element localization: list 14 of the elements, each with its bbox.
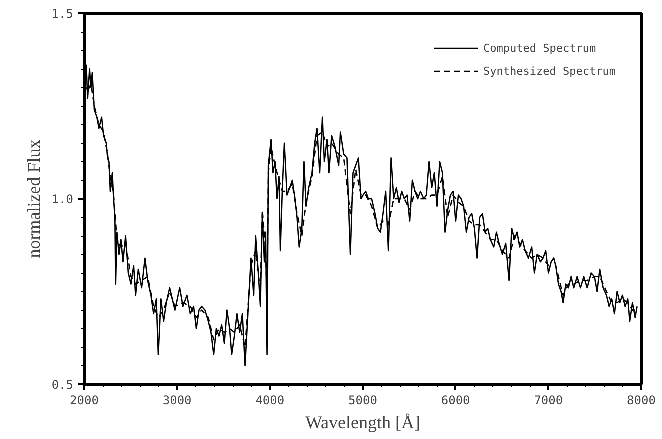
legend-label: Synthesized Spectrum <box>484 64 616 78</box>
y-tick-label: 0.5 <box>52 378 74 392</box>
x-tick-label: 4000 <box>256 394 285 408</box>
x-axis-title: Wavelength [Å] <box>306 412 421 432</box>
y-tick-label: 1.5 <box>52 7 74 21</box>
y-tick-label: 1.0 <box>52 192 74 206</box>
x-tick-label: 2000 <box>70 394 99 408</box>
y-axis-title: normalized Flux <box>24 140 44 258</box>
x-tick-label: 8000 <box>627 394 656 408</box>
x-tick-label: 3000 <box>162 394 192 408</box>
legend-label: Computed Spectrum <box>484 42 596 54</box>
x-tick-label: 6000 <box>441 394 470 408</box>
x-tick-label: 5000 <box>348 394 378 408</box>
x-tick-label: 7000 <box>534 394 564 408</box>
